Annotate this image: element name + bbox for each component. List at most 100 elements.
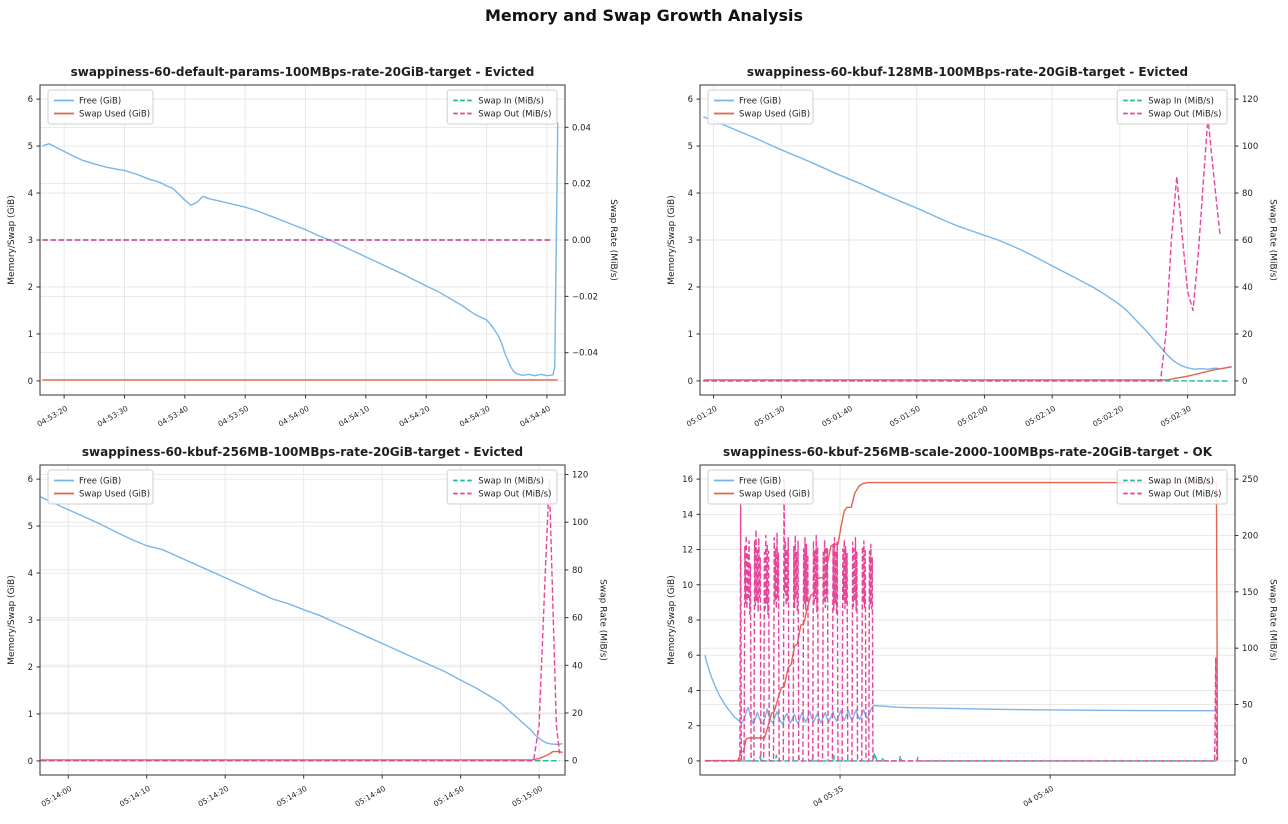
x-tick-label: 05:01:40 bbox=[820, 404, 854, 429]
legend-memory-box bbox=[47, 469, 154, 505]
legend-memory-box bbox=[707, 89, 814, 125]
y-tick-label-left: 4 bbox=[688, 189, 693, 199]
x-tick-label: 04:53:40 bbox=[156, 404, 190, 429]
series-swap-out-line bbox=[703, 117, 1221, 382]
x-tick-label: 05:14:50 bbox=[432, 784, 466, 809]
ylabel-right: Swap Rate (MiB/s) bbox=[598, 579, 608, 661]
x-tick-label: 04:53:20 bbox=[35, 404, 69, 429]
subplot-title: swappiness-60-kbuf-128MB-100MBps-rate-20… bbox=[747, 65, 1188, 79]
series-group bbox=[42, 122, 559, 381]
legend-memory-box bbox=[707, 469, 814, 505]
series-free-line bbox=[704, 655, 1217, 725]
series-group bbox=[704, 478, 1219, 762]
x-tick-label: 05:01:20 bbox=[685, 404, 719, 429]
y-tick-label-left: 0 bbox=[688, 757, 693, 767]
series-swap-used-line bbox=[704, 481, 1219, 762]
x-tick-label: 05:14:10 bbox=[118, 784, 152, 809]
y-tick-label-right: 20 bbox=[1242, 330, 1253, 340]
x-tick-label: 05:02:10 bbox=[1023, 404, 1057, 429]
x-tick-label: 05:02:20 bbox=[1091, 404, 1125, 429]
series-swap-out-line bbox=[704, 478, 1218, 762]
y-tick-label-right: 80 bbox=[1242, 189, 1253, 199]
ylabel-right: Swap Rate (MiB/s) bbox=[608, 199, 618, 281]
legend-label: Swap Out (MiB/s) bbox=[1148, 110, 1221, 120]
series-free-line bbox=[703, 116, 1232, 370]
x-tick-label: 04:54:20 bbox=[398, 404, 432, 429]
y-tick-label-right: 150 bbox=[1242, 588, 1258, 598]
ylabel-right: Swap Rate (MiB/s) bbox=[1268, 199, 1278, 281]
legend-label: Free (GiB) bbox=[739, 477, 781, 487]
legend-memory: Free (GiB) Swap Used (GiB) bbox=[707, 89, 814, 125]
x-tick-label: 05:14:30 bbox=[275, 784, 309, 809]
series-swap-used-line bbox=[40, 750, 563, 761]
legend-memory: Free (GiB) Swap Used (GiB) bbox=[47, 89, 154, 125]
legend-label: Swap In (MiB/s) bbox=[478, 97, 544, 107]
y-tick-label-left: 0 bbox=[28, 377, 33, 387]
ylabel-left: Memory/Swap (GiB) bbox=[7, 195, 17, 284]
series-group bbox=[40, 478, 563, 762]
subplot-2: 05:01:20 05:01:30 05:01:40 05:01:50 05:02:00… bbox=[667, 65, 1278, 429]
y-tick-label-left: 4 bbox=[28, 569, 33, 579]
y-tick-label-right: 0.02 bbox=[572, 180, 591, 190]
legend-label: Swap In (MiB/s) bbox=[1148, 97, 1214, 107]
y-tick-label-right: 0 bbox=[1242, 377, 1247, 387]
y-tick-label-left: 2 bbox=[688, 283, 693, 293]
y-tick-label-right: −0.04 bbox=[572, 349, 598, 359]
series-free-line bbox=[40, 496, 563, 746]
series-swap-in-line bbox=[704, 752, 1219, 762]
y-tick-label-left: 14 bbox=[682, 510, 693, 520]
y-tick-label-left: 0 bbox=[28, 757, 33, 767]
x-tick-label: 05:02:30 bbox=[1159, 404, 1193, 429]
y-tick-label-left: 3 bbox=[688, 236, 693, 246]
subplot-4: 04 05:35 04 05:40 0 2 4 6 8 10 12 14 16 0 50 100 150 20… bbox=[667, 445, 1278, 809]
x-tick-label: 05:14:20 bbox=[197, 784, 231, 809]
x-tick-label: 05:14:40 bbox=[353, 784, 387, 809]
y-tick-label-right: 80 bbox=[572, 566, 583, 576]
y-tick-label-left: 16 bbox=[682, 475, 693, 485]
y-tick-label-left: 4 bbox=[28, 189, 33, 199]
series-free-line bbox=[42, 122, 559, 377]
y-tick-label-left: 2 bbox=[28, 663, 33, 673]
y-tick-label-right: 250 bbox=[1242, 475, 1258, 485]
y-tick-label-right: 120 bbox=[1242, 95, 1258, 105]
series-swap-used-line bbox=[703, 366, 1232, 381]
legend-label: Swap In (MiB/s) bbox=[1148, 477, 1214, 487]
x-tick-label: 05:01:50 bbox=[888, 404, 922, 429]
subplot-1: 04:53:20 04:53:30 04:53:40 04:53:50 04:54:00… bbox=[7, 65, 618, 429]
y-tick-label-left: 2 bbox=[28, 283, 33, 293]
legend-memory: Free (GiB) Swap Used (GiB) bbox=[47, 469, 154, 505]
y-tick-label-left: 6 bbox=[28, 475, 33, 485]
legend-label: Swap Out (MiB/s) bbox=[478, 110, 551, 120]
main-title: Memory and Swap Growth Analysis bbox=[484, 6, 804, 25]
y-tick-label-right: 20 bbox=[572, 709, 583, 719]
legend-swap-rate: Swap In (MiB/s) Swap Out (MiB/s) bbox=[1116, 89, 1228, 125]
legend-swap-rate-box bbox=[1116, 89, 1228, 125]
y-tick-label-left: 4 bbox=[688, 686, 693, 696]
y-tick-label-left: 5 bbox=[688, 142, 693, 152]
x-tick-label: 04:54:10 bbox=[337, 404, 371, 429]
legend-label: Swap Out (MiB/s) bbox=[1148, 490, 1221, 500]
x-tick-label: 05:15:00 bbox=[510, 784, 544, 809]
y-tick-label-left: 8 bbox=[688, 616, 693, 626]
y-tick-label-right: 50 bbox=[1242, 701, 1253, 711]
x-tick-label: 04:54:30 bbox=[458, 404, 492, 429]
y-tick-label-right: 100 bbox=[1242, 142, 1258, 152]
ylabel-left: Memory/Swap (GiB) bbox=[7, 575, 17, 664]
y-tick-label-left: 1 bbox=[28, 710, 33, 720]
x-tick-label: 04:53:30 bbox=[96, 404, 130, 429]
legend-swap-rate-box bbox=[446, 469, 558, 505]
legend-label: Free (GiB) bbox=[739, 97, 781, 107]
y-tick-label-right: 0 bbox=[1242, 757, 1247, 767]
legend-label: Free (GiB) bbox=[79, 97, 121, 107]
subplot-title: swappiness-60-kbuf-256MB-scale-2000-100M… bbox=[723, 445, 1213, 459]
y-tick-label-right: 100 bbox=[1242, 644, 1258, 654]
y-tick-label-right: 40 bbox=[572, 661, 583, 671]
x-tick-label: 04:54:00 bbox=[277, 404, 311, 429]
subplot-title: swappiness-60-default-params-100MBps-rat… bbox=[71, 65, 535, 79]
y-tick-label-right: 100 bbox=[572, 518, 588, 528]
x-tick-label: 04 05:35 bbox=[811, 784, 845, 809]
y-tick-label-left: 6 bbox=[688, 651, 693, 661]
legend-label: Free (GiB) bbox=[79, 477, 121, 487]
x-tick-label: 04:53:50 bbox=[216, 404, 250, 429]
legend-label: Swap Used (GiB) bbox=[79, 110, 150, 120]
